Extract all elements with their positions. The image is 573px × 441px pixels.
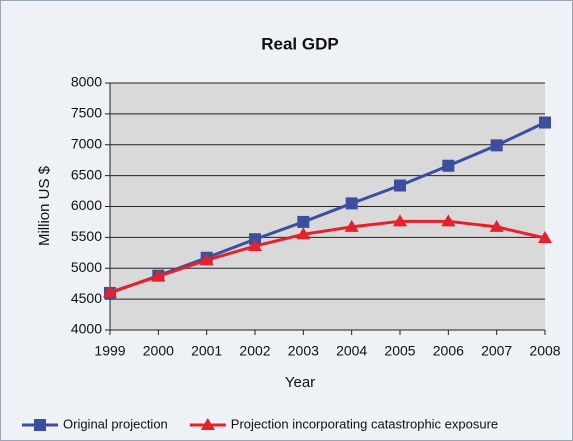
data-point xyxy=(345,197,358,210)
data-point xyxy=(103,285,117,298)
y-tick-label: 6500 xyxy=(71,166,102,182)
data-point xyxy=(538,230,552,243)
data-point xyxy=(248,239,262,252)
x-tick-label: 2003 xyxy=(288,343,319,359)
legend-label: Projection incorporating catastrophic ex… xyxy=(231,416,498,431)
x-tick-label: 2002 xyxy=(239,343,270,359)
x-tick-label: 2006 xyxy=(433,343,464,359)
x-tick-label: 1999 xyxy=(94,343,125,359)
x-tick-label: 2008 xyxy=(529,343,560,359)
chart-title: Real GDP xyxy=(261,34,338,53)
y-tick-label: 5000 xyxy=(71,259,102,275)
data-point xyxy=(344,219,359,232)
data-point xyxy=(442,159,455,172)
x-tick-label: 2001 xyxy=(191,343,222,359)
data-point xyxy=(441,214,456,227)
y-axis-label: Million US $ xyxy=(36,165,53,246)
y-tick-label: 7500 xyxy=(71,105,102,121)
y-tick-label: 7000 xyxy=(71,135,102,151)
series-line xyxy=(109,219,546,294)
x-tick-label: 2007 xyxy=(481,343,512,359)
x-tick-label: 2000 xyxy=(143,343,174,359)
data-point xyxy=(297,215,310,228)
data-point xyxy=(394,179,406,192)
x-axis-label: Year xyxy=(285,374,315,391)
x-tick-label: 2004 xyxy=(336,343,367,359)
legend-marker xyxy=(34,419,46,431)
data-point xyxy=(199,253,214,266)
data-point xyxy=(296,227,311,240)
y-tick-label: 4000 xyxy=(71,321,102,337)
data-point xyxy=(393,214,407,227)
legend-marker xyxy=(200,418,215,430)
y-tick-label: 6000 xyxy=(71,197,102,213)
y-tick-label: 5500 xyxy=(71,228,102,244)
y-tick-label: 4500 xyxy=(71,290,102,306)
data-point xyxy=(490,139,503,152)
x-tick-label: 2005 xyxy=(384,343,415,359)
y-tick-label: 8000 xyxy=(71,74,102,90)
data-point xyxy=(151,269,166,282)
data-point xyxy=(539,116,551,129)
legend-label: Original projection xyxy=(63,416,168,431)
data-point xyxy=(489,219,504,232)
